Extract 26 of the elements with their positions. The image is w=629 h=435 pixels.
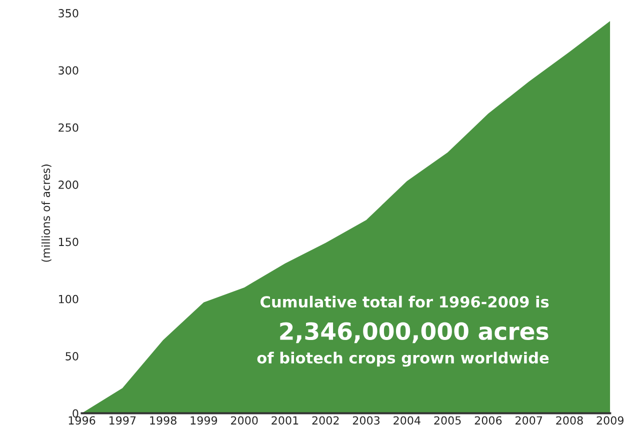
x-tick-label: 2001: [272, 416, 298, 425]
y-tick-label: 100: [59, 294, 78, 304]
y-tick-label: 300: [58, 66, 78, 75]
annotation: of biotech crops grown worldwide: [257, 352, 549, 367]
annotation: 2,346,000,000 acres: [280, 322, 548, 344]
x-tick-label: 2009: [596, 416, 624, 425]
y-tick-label: 250: [58, 123, 78, 132]
y-axis-title: (millions of acres): [41, 164, 52, 262]
y-tick-label: 200: [58, 180, 78, 189]
x-tick-label: 1996: [68, 416, 96, 425]
x-tick-label: 1998: [150, 416, 176, 425]
x-tick-label: 2002: [312, 416, 339, 425]
x-tick-label: 2000: [231, 416, 258, 425]
x-tick-label: 2008: [556, 416, 583, 425]
x-tick-label: 2003: [352, 416, 380, 425]
x-tick-label: 2006: [474, 416, 502, 425]
x-tick-label: 2004: [394, 416, 420, 425]
y-tick-label: 0: [72, 409, 78, 418]
x-tick-label: 2005: [434, 416, 461, 425]
x-tick-label: 1999: [190, 416, 218, 425]
annotation: Cumulative total for 1996-2009 is: [260, 296, 549, 308]
x-tick-label: 1997: [109, 416, 136, 425]
x-tick-label: 2007: [516, 416, 542, 425]
y-tick-label: 150: [59, 238, 78, 246]
y-tick-label: 350: [58, 9, 78, 18]
y-tick-label: 50: [66, 352, 78, 360]
